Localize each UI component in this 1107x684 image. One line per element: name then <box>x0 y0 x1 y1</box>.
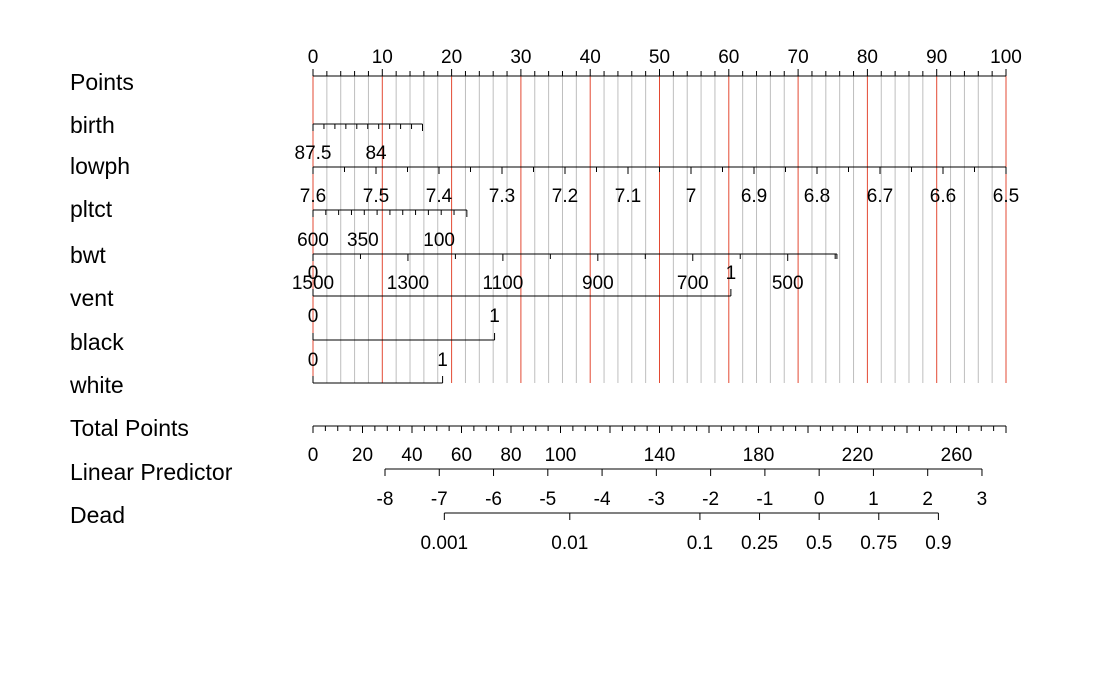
tick-label-total-points: 0 <box>308 445 319 466</box>
tick-label-points: 20 <box>441 47 462 68</box>
tick-label-total-points: 140 <box>644 445 676 466</box>
tick-label-linear-predictor: -1 <box>756 489 773 510</box>
tick-label-points: 40 <box>580 47 601 68</box>
tick-label-total-points: 80 <box>500 445 521 466</box>
tick-label-bwt: 500 <box>772 273 804 294</box>
row-label-dead: Dead <box>70 502 125 528</box>
tick-label-points: 50 <box>649 47 670 68</box>
tick-label-total-points: 180 <box>743 445 775 466</box>
row-label-lowph: lowph <box>70 153 130 179</box>
tick-label-lowph: 6.8 <box>804 186 830 207</box>
tick-label-linear-predictor: 3 <box>977 489 988 510</box>
tick-label-linear-predictor: -5 <box>539 489 556 510</box>
tick-label-total-points: 100 <box>545 445 577 466</box>
tick-label-bwt: 1500 <box>292 273 334 294</box>
tick-label-points: 80 <box>857 47 878 68</box>
tick-label-points: 100 <box>990 47 1022 68</box>
row-label-black: black <box>70 329 124 355</box>
tick-label-bwt: 1300 <box>387 273 429 294</box>
tick-label-pltct: 350 <box>347 230 379 251</box>
tick-label-lowph: 7.5 <box>363 186 389 207</box>
tick-label-lowph: 7.1 <box>615 186 641 207</box>
tick-label-linear-predictor: -6 <box>485 489 502 510</box>
row-label-vent: vent <box>70 285 114 311</box>
grid-lines <box>312 76 1007 383</box>
row-label-bwt: bwt <box>70 242 106 268</box>
row-label-pltct: pltct <box>70 196 113 222</box>
tick-label-black: 0 <box>308 306 319 327</box>
row-label-points: Points <box>70 69 134 95</box>
row-label-total-points: Total Points <box>70 415 189 441</box>
tick-label-dead: 0.25 <box>741 533 778 554</box>
tick-label-linear-predictor: 2 <box>922 489 933 510</box>
tick-label-points: 70 <box>788 47 809 68</box>
tick-label-lowph: 7 <box>686 186 697 207</box>
tick-label-vent: 0 <box>308 263 319 284</box>
tick-label-linear-predictor: -8 <box>377 489 394 510</box>
tick-label-linear-predictor: -2 <box>702 489 719 510</box>
tick-label-bwt: 900 <box>582 273 614 294</box>
tick-label-points: 30 <box>510 47 531 68</box>
tick-label-birth: 87.5 <box>295 143 332 164</box>
tick-label-points: 60 <box>718 47 739 68</box>
tick-label-total-points: 40 <box>401 445 422 466</box>
tick-label-lowph: 6.9 <box>741 186 767 207</box>
tick-label-total-points: 60 <box>451 445 472 466</box>
tick-label-lowph: 6.6 <box>930 186 956 207</box>
tick-label-dead: 0.1 <box>687 533 713 554</box>
tick-label-linear-predictor: -4 <box>594 489 611 510</box>
tick-label-pltct: 100 <box>423 230 455 251</box>
tick-label-lowph: 7.6 <box>300 186 326 207</box>
tick-label-linear-predictor: -3 <box>648 489 665 510</box>
tick-label-white: 0 <box>308 350 319 371</box>
tick-label-pltct: 600 <box>297 230 329 251</box>
row-label-birth: birth <box>70 112 115 138</box>
tick-label-lowph: 7.2 <box>552 186 578 207</box>
tick-label-lowph: 6.5 <box>993 186 1019 207</box>
tick-label-black: 1 <box>489 306 500 327</box>
tick-label-lowph: 6.7 <box>867 186 893 207</box>
tick-label-dead: 0.75 <box>860 533 897 554</box>
tick-label-total-points: 20 <box>352 445 373 466</box>
tick-label-bwt: 700 <box>677 273 709 294</box>
tick-label-white: 1 <box>437 350 448 371</box>
row-label-linear-predictor: Linear Predictor <box>70 459 233 485</box>
tick-label-linear-predictor: 1 <box>868 489 879 510</box>
tick-label-birth: 84 <box>365 143 387 164</box>
tick-label-points: 0 <box>308 47 319 68</box>
row-labels: Points birth lowph pltct bwt vent black … <box>69 69 233 528</box>
tick-label-total-points: 260 <box>941 445 973 466</box>
tick-label-points: 10 <box>372 47 393 68</box>
tick-label-total-points: 220 <box>842 445 874 466</box>
tick-label-dead: 0.001 <box>421 533 469 554</box>
tick-label-lowph: 7.4 <box>426 186 453 207</box>
tick-label-linear-predictor: -7 <box>431 489 448 510</box>
tick-label-linear-predictor: 0 <box>814 489 825 510</box>
tick-label-dead: 0.5 <box>806 533 832 554</box>
tick-label-dead: 0.01 <box>551 533 588 554</box>
tick-label-vent: 1 <box>726 263 737 284</box>
tick-label-lowph: 7.3 <box>489 186 515 207</box>
tick-label-bwt: 1100 <box>482 273 523 294</box>
tick-label-dead: 0.9 <box>925 533 951 554</box>
tick-label-points: 90 <box>926 47 947 68</box>
row-label-white: white <box>69 372 124 398</box>
